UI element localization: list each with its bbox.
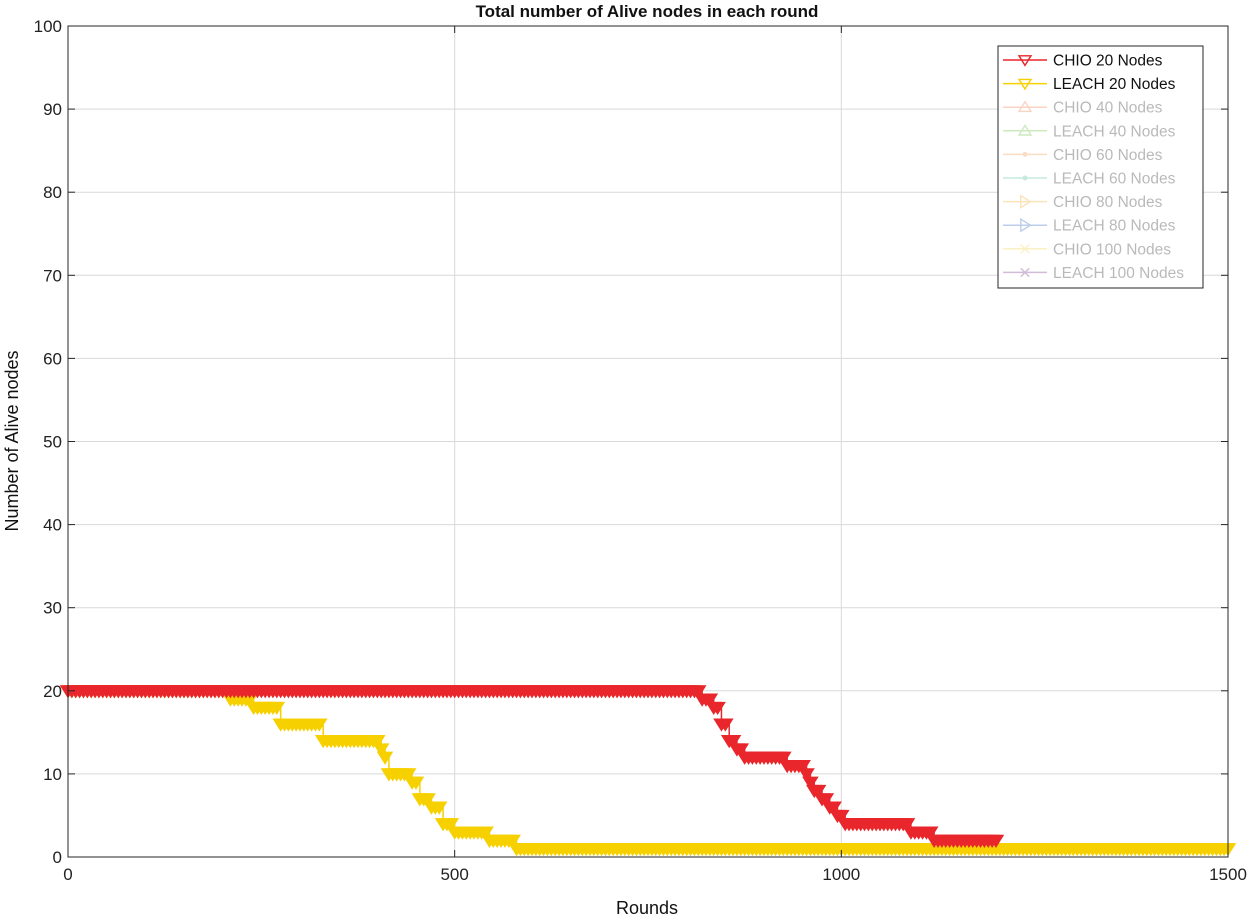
legend-marker-icon: [1017, 124, 1033, 136]
chart-title: Total number of Alive nodes in each roun…: [476, 2, 819, 21]
data-point-marker: [798, 768, 815, 782]
data-point-marker: [311, 718, 328, 732]
legend-label: CHIO 100 Nodes: [1053, 241, 1171, 258]
y-tick-label: 40: [43, 516, 62, 535]
data-point-marker: [372, 743, 390, 757]
y-tick-label: 0: [53, 848, 62, 867]
data-point-marker: [809, 784, 827, 799]
data-point-marker: [376, 751, 394, 765]
legend-item[interactable]: LEACH 60 Nodes: [1003, 171, 1176, 188]
data-point-marker: [407, 776, 425, 790]
data-point-marker: [369, 735, 386, 749]
legend-label: CHIO 20 Nodes: [1053, 53, 1163, 70]
x-tick-label: 1000: [822, 865, 860, 884]
legend-marker-icon: [1017, 78, 1033, 91]
x-tick-label: 0: [63, 865, 72, 884]
data-point-marker: [709, 701, 726, 716]
legend-marker-icon: [1017, 100, 1033, 113]
legend-label: LEACH 80 Nodes: [1053, 218, 1176, 235]
legend-item[interactable]: CHIO 20 Nodes: [1003, 53, 1163, 70]
data-point-marker: [477, 826, 494, 840]
data-point-marker: [690, 685, 707, 699]
y-axis-title: Number of Alive nodes: [2, 350, 22, 531]
data-point-marker: [717, 718, 734, 732]
legend-item[interactable]: CHIO 80 Nodes: [1003, 194, 1163, 211]
data-point-marker: [794, 759, 811, 774]
legend-item[interactable]: LEACH 80 Nodes: [1003, 218, 1176, 235]
legend[interactable]: CHIO 20 Nodes LEACH 20 Nodes CHIO 40 Nodes…: [997, 45, 1204, 289]
legend-item[interactable]: LEACH 40 Nodes: [1003, 123, 1176, 140]
y-tick-label: 10: [43, 765, 62, 784]
data-point-marker: [419, 793, 436, 807]
data-point-marker: [504, 834, 521, 849]
data-point-marker: [922, 826, 939, 840]
y-tick-label: 60: [43, 349, 62, 368]
legend-item[interactable]: LEACH 100 Nodes: [1003, 265, 1184, 282]
data-point-marker: [802, 776, 819, 790]
data-point-marker: [898, 818, 916, 832]
x-axis-title: Rounds: [616, 898, 678, 918]
legend-item[interactable]: CHIO 40 Nodes: [1003, 100, 1163, 117]
data-point-marker: [400, 768, 417, 782]
legend-marker-icon: [1020, 217, 1032, 233]
legend-marker-icon: [1022, 175, 1028, 181]
legend-box: [997, 45, 1204, 289]
y-tick-label: 90: [43, 100, 62, 119]
y-tick-label: 80: [43, 183, 62, 202]
legend-label: CHIO 40 Nodes: [1053, 100, 1163, 117]
legend-label: LEACH 60 Nodes: [1053, 171, 1176, 188]
series-chio-20-nodes: [59, 685, 1005, 849]
data-point-marker: [817, 793, 835, 807]
x-tick-label: 1500: [1209, 865, 1247, 884]
legend-label: LEACH 40 Nodes: [1053, 123, 1176, 140]
data-point-marker: [775, 751, 792, 765]
data-point-marker: [724, 735, 742, 749]
legend-marker-icon: [1022, 151, 1028, 157]
legend-label: LEACH 20 Nodes: [1053, 76, 1176, 93]
legend-item[interactable]: CHIO 60 Nodes: [1003, 147, 1163, 164]
legend-marker-icon: [1020, 267, 1030, 278]
data-point-marker: [701, 693, 719, 707]
y-tick-label: 50: [43, 433, 62, 452]
data-point-marker: [442, 818, 460, 832]
y-tick-label: 100: [34, 17, 62, 36]
y-tick-label: 20: [43, 682, 62, 701]
data-point-marker: [732, 743, 750, 757]
legend-marker-icon: [1020, 244, 1030, 254]
data-point-marker: [430, 801, 448, 815]
legend-label: CHIO 60 Nodes: [1053, 147, 1163, 164]
data-point-marker: [825, 801, 842, 815]
legend-marker-icon: [1020, 194, 1032, 209]
legend-item[interactable]: CHIO 100 Nodes: [1003, 241, 1171, 258]
x-tick-label: 500: [440, 865, 468, 884]
data-point-marker: [987, 834, 1005, 849]
legend-item[interactable]: LEACH 20 Nodes: [1003, 76, 1176, 93]
y-tick-label: 30: [43, 599, 62, 618]
data-point-marker: [268, 701, 286, 716]
series-layer: [59, 685, 1237, 857]
data-point-marker: [833, 809, 850, 824]
legend-label: CHIO 80 Nodes: [1053, 194, 1163, 211]
legend-marker-icon: [1017, 55, 1033, 67]
y-tick-label: 70: [43, 266, 62, 285]
legend-label: LEACH 100 Nodes: [1053, 265, 1184, 282]
